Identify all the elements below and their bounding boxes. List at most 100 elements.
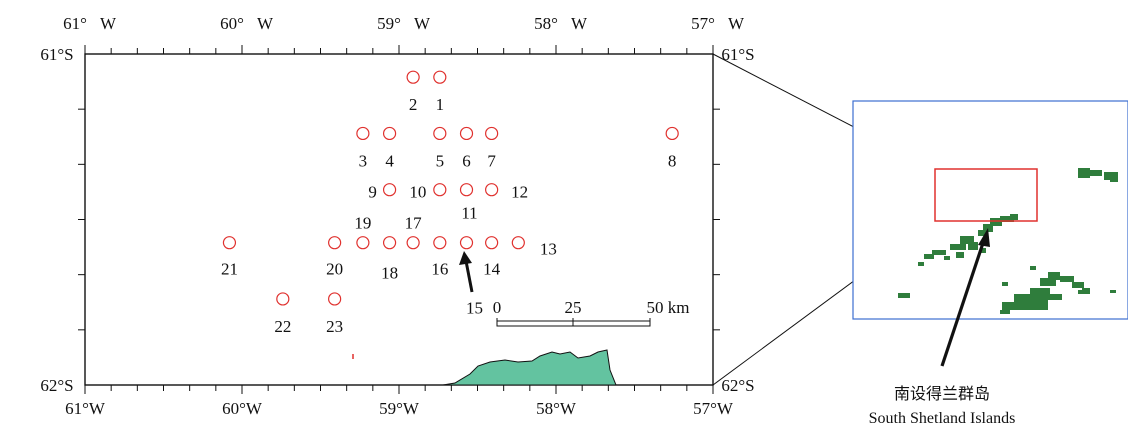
station-label: 18 bbox=[381, 264, 398, 283]
inset-island-blob bbox=[990, 218, 1002, 226]
lat-label-left: 62°S bbox=[40, 376, 73, 395]
station-label: 15 bbox=[466, 299, 483, 318]
inset-island-blob bbox=[1072, 282, 1084, 288]
station-label: 20 bbox=[326, 260, 343, 279]
station-label: 14 bbox=[483, 260, 501, 279]
inset-island-blob bbox=[968, 242, 978, 250]
inset-island-blob bbox=[1082, 288, 1090, 294]
station-marker bbox=[459, 236, 474, 250]
graticule-ticks bbox=[78, 45, 720, 394]
inset-island-blob bbox=[978, 230, 988, 236]
station-label: 3 bbox=[359, 151, 368, 170]
station-marker bbox=[433, 70, 447, 84]
inset-island-blob bbox=[1110, 176, 1118, 182]
bottom-longitude-labels: 61°W 60°W 59°W 58°W 57°W bbox=[65, 399, 734, 418]
station-marker bbox=[406, 236, 420, 250]
scale-tick-25: 25 bbox=[565, 298, 582, 317]
station-label: 5 bbox=[436, 151, 445, 170]
inset-study-area-box bbox=[934, 168, 1038, 222]
inset-island-blob bbox=[1010, 214, 1018, 220]
station-label: 8 bbox=[668, 151, 677, 170]
inset-caption-en: South Shetland Islands bbox=[869, 410, 1016, 427]
inset-island-blob bbox=[1002, 302, 1026, 310]
inset-island-blob bbox=[932, 250, 946, 255]
inset-island-blob bbox=[1060, 276, 1074, 282]
station-label: 2 bbox=[409, 95, 418, 114]
station-label: 11 bbox=[461, 204, 477, 223]
top-longitude-labels: 61° W 60° W 59° W 58° W 57° W bbox=[63, 14, 745, 33]
lat-label-right: 61°S bbox=[721, 45, 754, 64]
top-lon-label-deg: 59° bbox=[377, 14, 401, 33]
station-marker bbox=[382, 236, 397, 250]
inset-island-blob bbox=[1078, 290, 1084, 294]
station-marker bbox=[433, 183, 447, 197]
lat-label-right: 62°S bbox=[721, 376, 754, 395]
station-label: 13 bbox=[540, 240, 557, 259]
inset-island-blob bbox=[1040, 278, 1056, 286]
station-label: 16 bbox=[431, 260, 448, 279]
top-lon-label-hem: W bbox=[100, 14, 117, 33]
station-marker bbox=[459, 126, 474, 141]
station-label: 1 bbox=[436, 95, 445, 114]
inset-frame bbox=[852, 100, 1128, 320]
coastline-land bbox=[442, 349, 617, 386]
station-marker bbox=[328, 292, 342, 306]
scale-tick-50: 50 km bbox=[647, 298, 690, 317]
inset-island-blob bbox=[1048, 272, 1060, 280]
station-label: 19 bbox=[354, 214, 371, 233]
station-marker bbox=[485, 126, 499, 141]
station-marker bbox=[382, 126, 397, 141]
station-label: 21 bbox=[221, 260, 238, 279]
inset-island-blob bbox=[898, 293, 910, 298]
inset-island-blob bbox=[1078, 168, 1090, 178]
station-marker bbox=[328, 236, 342, 250]
station-label: 23 bbox=[326, 317, 343, 336]
top-lon-label-hem: W bbox=[257, 14, 274, 33]
inset-arrow-shaft bbox=[940, 242, 985, 367]
station-marker bbox=[433, 236, 447, 250]
station-label: 10 bbox=[409, 183, 426, 202]
station-label: 6 bbox=[462, 151, 471, 170]
inset-island-blob bbox=[924, 254, 934, 259]
bottom-lon-label: 61°W bbox=[65, 399, 106, 418]
bottom-lon-label: 58°W bbox=[536, 399, 577, 418]
station-label: 22 bbox=[274, 317, 291, 336]
bottom-lon-label: 59°W bbox=[379, 399, 420, 418]
top-lon-label-deg: 60° bbox=[220, 14, 244, 33]
inset-island-blob bbox=[1000, 310, 1010, 314]
station-label: 17 bbox=[405, 214, 423, 233]
inset-island-blob bbox=[1000, 216, 1014, 222]
top-lon-label-deg: 61° bbox=[63, 14, 87, 33]
station-marker bbox=[356, 236, 370, 250]
station-marker bbox=[382, 183, 397, 197]
inset-caption-cn: 南设得兰群岛 bbox=[894, 385, 990, 403]
bottom-lon-label: 57°W bbox=[693, 399, 734, 418]
inset-island-blob bbox=[1022, 300, 1048, 310]
inset-island-blob bbox=[1030, 266, 1036, 270]
station-arrow bbox=[459, 251, 474, 293]
scale-tick-0: 0 bbox=[493, 298, 502, 317]
station-marker bbox=[511, 236, 525, 250]
latitude-labels: 61°S 61°S 62°S 62°S bbox=[40, 45, 754, 395]
inset-arrow-head bbox=[978, 228, 990, 247]
scale-bar: 0 25 50 km bbox=[493, 298, 690, 327]
station-marker bbox=[356, 126, 370, 141]
inset-island-blob bbox=[1110, 290, 1116, 293]
station-marker bbox=[665, 126, 679, 141]
station-marker bbox=[433, 126, 447, 141]
inset-island-blob bbox=[1030, 288, 1050, 296]
top-lon-label-hem: W bbox=[728, 14, 745, 33]
top-lon-label-hem: W bbox=[571, 14, 588, 33]
station-label: 7 bbox=[487, 151, 496, 170]
station-marker bbox=[276, 292, 290, 306]
station-marker bbox=[406, 70, 420, 84]
station-label: 4 bbox=[385, 151, 394, 170]
lat-label-left: 61°S bbox=[40, 45, 73, 64]
inset-island-blob bbox=[960, 236, 974, 244]
inset-island-blob bbox=[1044, 294, 1062, 300]
inset-island-blob bbox=[944, 256, 950, 260]
inset-island-blob bbox=[956, 252, 964, 258]
station-marker bbox=[485, 183, 499, 197]
